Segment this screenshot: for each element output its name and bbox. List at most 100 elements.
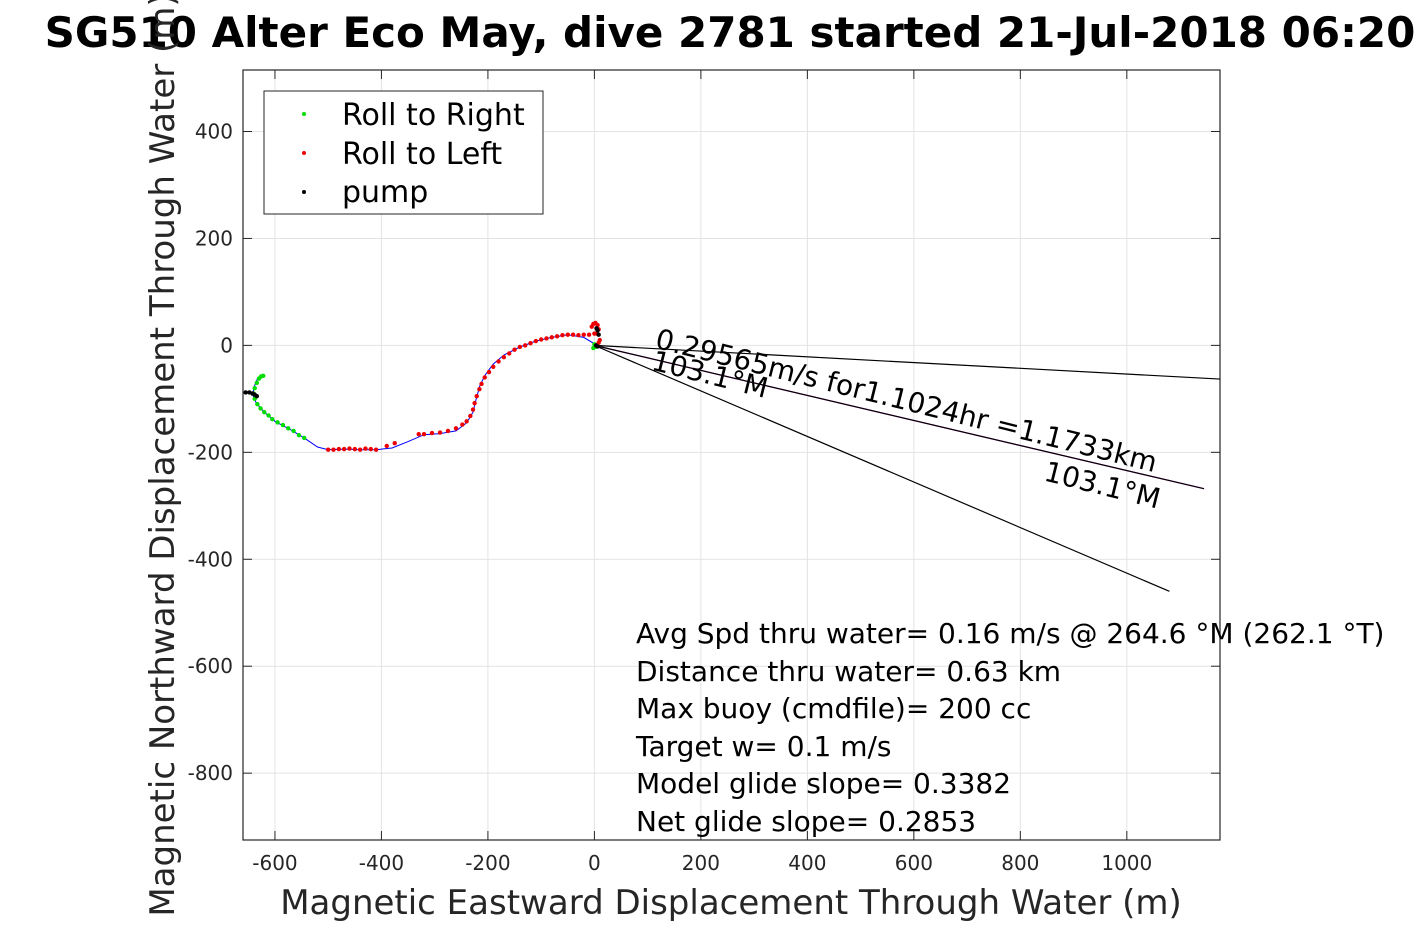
series-roll-to-right — [251, 342, 600, 441]
data-point — [479, 381, 484, 387]
y-tick-labels: -800 -600 -400 -200 0 200 400 — [188, 119, 233, 785]
data-point — [595, 328, 600, 333]
data-point — [482, 375, 487, 380]
y-tick-label: 0 — [220, 333, 233, 357]
stat-model-glide-slope: Model glide slope= 0.3382 — [636, 767, 1011, 800]
data-point — [258, 406, 263, 411]
x-tick-labels: -600 -400 -200 0 200 400 600 800 1000 — [252, 851, 1152, 875]
data-point — [252, 385, 257, 391]
data-point — [538, 337, 544, 342]
y-tick-label: 200 — [195, 226, 233, 250]
x-tick-label: 0 — [588, 851, 601, 875]
data-point — [302, 435, 307, 441]
data-point — [347, 446, 352, 451]
stat-avg-speed: Avg Spd thru water= 0.16 m/s @ 264.6 °M … — [636, 617, 1384, 650]
data-point — [565, 332, 570, 337]
reference-line — [594, 344, 1205, 490]
data-points — [243, 320, 602, 452]
data-point — [544, 336, 549, 341]
data-point — [275, 420, 280, 425]
x-tick-label: -600 — [252, 851, 297, 875]
data-point — [392, 441, 397, 446]
data-point — [453, 426, 459, 431]
data-point — [266, 413, 271, 418]
data-point — [593, 343, 599, 348]
data-point — [477, 387, 482, 392]
data-point — [357, 447, 363, 452]
data-point — [254, 380, 260, 386]
data-point — [352, 446, 358, 452]
data-point — [460, 422, 465, 427]
x-tick-label: 800 — [1001, 851, 1039, 875]
data-point — [522, 343, 528, 348]
data-point — [437, 430, 443, 435]
data-point — [363, 446, 368, 451]
data-point — [429, 430, 435, 436]
data-point — [549, 335, 555, 340]
data-point — [496, 359, 501, 364]
data-point — [296, 433, 302, 438]
stat-target-w: Target w= 0.1 m/s — [635, 730, 892, 763]
data-point — [596, 340, 601, 345]
y-tick-label: -400 — [188, 547, 233, 571]
data-point — [554, 334, 560, 339]
data-point — [416, 431, 421, 437]
data-point — [445, 428, 451, 434]
data-point — [243, 390, 248, 395]
legend-marker-roll-right — [302, 112, 306, 116]
data-point — [468, 413, 473, 419]
data-point — [560, 333, 565, 338]
x-tick-label: -400 — [359, 851, 404, 875]
data-point — [533, 338, 539, 344]
data-point — [254, 393, 260, 399]
legend-marker-roll-left — [302, 151, 306, 155]
data-point — [581, 332, 586, 337]
data-point — [280, 422, 286, 428]
reference-lines — [594, 344, 1221, 592]
x-tick-label: 1000 — [1101, 851, 1152, 875]
data-point — [464, 419, 469, 424]
data-point — [368, 446, 373, 452]
dive-statistics: Avg Spd thru water= 0.16 m/s @ 264.6 °M … — [635, 617, 1384, 838]
data-point — [341, 446, 347, 452]
grid — [243, 70, 1220, 840]
data-point — [596, 332, 601, 337]
data-point — [507, 351, 512, 356]
x-axis-label: Magnetic Eastward Displacement Through W… — [280, 883, 1182, 923]
legend-label-roll-left: Roll to Left — [342, 137, 502, 172]
data-point — [501, 354, 507, 360]
y-tick-label: -800 — [188, 761, 233, 785]
y-axis-label: Magnetic Northward Displacement Through … — [143, 0, 183, 917]
data-point — [384, 443, 389, 449]
data-point — [586, 332, 592, 337]
data-point — [331, 447, 336, 452]
y-tick-label: 400 — [195, 119, 233, 143]
x-tick-label: 200 — [682, 851, 720, 875]
x-tick-label: -200 — [465, 851, 510, 875]
y-tick-label: -600 — [188, 654, 233, 678]
x-tick-label: 600 — [895, 851, 933, 875]
stat-max-buoy: Max buoy (cmdfile)= 200 cc — [636, 692, 1031, 725]
track-line — [252, 334, 598, 451]
data-point — [470, 407, 476, 412]
stat-net-glide-slope: Net glide slope= 0.2853 — [636, 805, 976, 838]
data-point — [486, 369, 492, 375]
series-roll-to-left — [325, 320, 602, 452]
y-tick-label: -200 — [188, 440, 233, 464]
axes-box — [242, 69, 1221, 841]
data-point — [570, 332, 576, 337]
data-point — [512, 347, 517, 352]
data-point — [291, 428, 296, 434]
series-pump — [243, 326, 601, 399]
data-point — [491, 364, 496, 369]
data-point — [261, 373, 266, 379]
legend: Roll to Right Roll to Left pump — [263, 90, 544, 215]
legend-box — [263, 90, 544, 215]
data-point — [286, 426, 291, 431]
data-point — [255, 402, 260, 407]
x-tick-label: 400 — [788, 851, 826, 875]
data-point — [472, 400, 477, 406]
stat-distance: Distance thru water= 0.63 km — [636, 655, 1061, 688]
chart-title: SG510 Alter Eco May, dive 2781 started 2… — [45, 8, 1416, 57]
legend-label-roll-right: Roll to Right — [342, 98, 525, 133]
